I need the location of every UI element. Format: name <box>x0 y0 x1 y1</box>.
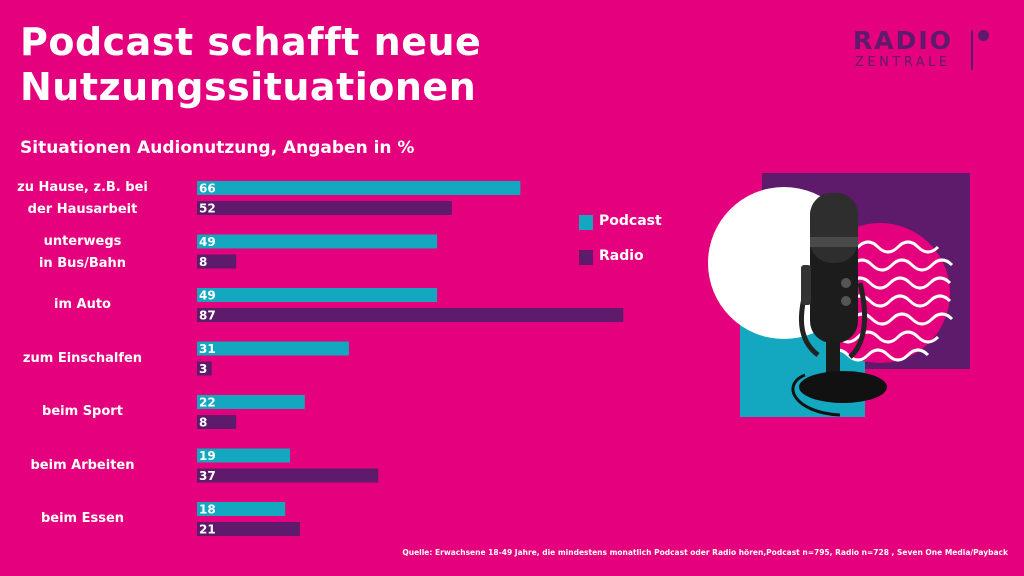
bar-radio <box>197 361 212 376</box>
radiozentrale-logo: RADIO ZENTRALE <box>853 26 993 76</box>
source-note: Quelle: Erwachsene 18-49 Jahre, die mind… <box>402 548 1008 557</box>
logo-divider <box>971 30 973 70</box>
category-label: unterwegs in Bus/Bahn <box>0 231 165 275</box>
category-label: im Auto <box>0 294 165 316</box>
category-label: beim Essen <box>0 508 165 530</box>
bar-radio <box>197 522 300 536</box>
legend-swatch-radio <box>579 250 593 265</box>
category-label-line: in Bus/Bahn <box>38 255 127 271</box>
bar-radio <box>197 468 379 483</box>
legend-label-podcast: Podcast <box>599 213 662 229</box>
category-label-line: der Hausarbeit <box>27 202 138 217</box>
category-label-line: beim Sport <box>42 404 123 419</box>
data-label-podcast: 18 <box>199 503 216 517</box>
category-label: zum Einschalfen <box>0 348 165 370</box>
category-label: beim Arbeiten <box>0 455 165 477</box>
bar-radio <box>197 415 237 429</box>
logo-wordmark-top: RADIO <box>853 26 953 55</box>
microphone-icon <box>791 193 887 417</box>
page-title: Podcast schafft neue Nutzungssituationen <box>20 20 482 109</box>
data-label-podcast: 31 <box>199 342 216 356</box>
category-label-line: unterwegs <box>43 233 122 249</box>
legend-swatch-podcast <box>579 215 593 230</box>
bar-radio <box>197 308 624 322</box>
category-label-line: zu Hause, z.B. bei <box>17 180 148 195</box>
bar-podcast <box>197 234 438 249</box>
category-label: beim Sport <box>0 401 165 423</box>
category-label-line: im Auto <box>54 297 111 312</box>
category-label-line: beim Essen <box>40 511 125 526</box>
bar-podcast <box>197 395 305 409</box>
data-label-radio: 52 <box>199 202 216 216</box>
data-label-radio: 87 <box>199 309 216 323</box>
data-label-radio: 3 <box>199 362 207 376</box>
category-label-line: beim Arbeiten <box>30 457 135 473</box>
data-label-podcast: 49 <box>199 235 216 249</box>
bar-chart: 66 52 49 8 49 87 31 3 22 8 19 37 18 21 <box>197 181 624 537</box>
data-label-radio: 8 <box>199 416 207 430</box>
category-label: zu Hause, z.B. bei der Hausarbeit <box>0 177 165 221</box>
microphone-illustration <box>708 173 970 417</box>
data-label-podcast: 19 <box>199 449 216 463</box>
category-label-line: zum Einschalfen <box>22 350 143 366</box>
bar-radio <box>197 201 452 215</box>
chart-subtitle: Situationen Audionutzung, Angaben in % <box>20 138 415 158</box>
data-label-podcast: 22 <box>199 396 216 410</box>
logo-wordmark-bottom: ZENTRALE <box>855 55 951 70</box>
bar-podcast <box>197 288 438 302</box>
bar-podcast <box>197 341 349 356</box>
bar-radio <box>197 254 237 269</box>
bar-podcast <box>197 448 291 463</box>
data-label-radio: 8 <box>199 255 207 269</box>
bar-podcast <box>197 502 286 516</box>
data-label-podcast: 66 <box>199 182 216 196</box>
logo-dot-icon <box>978 30 989 41</box>
data-label-radio: 37 <box>199 469 216 483</box>
legend-label-radio: Radio <box>599 248 644 264</box>
data-label-radio: 21 <box>199 523 216 537</box>
bar-podcast <box>197 181 521 195</box>
data-label-podcast: 49 <box>199 289 216 303</box>
